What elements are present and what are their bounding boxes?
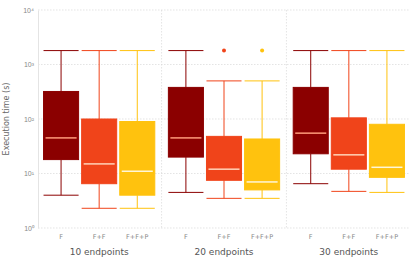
whisker-upper: [99, 51, 100, 119]
y-axis: 10⁰ 10¹ 10² 10³ 10⁴: [23, 7, 38, 232]
median: [170, 137, 201, 139]
median: [333, 154, 364, 156]
tick: 10⁴: [23, 7, 38, 14]
whisker-upper: [348, 51, 349, 118]
group-divider: [286, 10, 287, 228]
median: [295, 132, 326, 134]
median: [247, 181, 278, 183]
whisker-cap-high: [82, 50, 117, 51]
whisker-upper: [137, 51, 138, 122]
whisker-cap-low: [44, 195, 79, 196]
box: [245, 49, 280, 199]
whisker-lower: [224, 180, 225, 198]
whisker-upper: [185, 51, 186, 88]
group-label: 30 endpoints: [319, 247, 378, 257]
grid-line: [38, 64, 410, 65]
box-body: [168, 87, 203, 157]
tick-label: 10³: [24, 61, 35, 68]
outlier: [222, 49, 226, 53]
whisker-cap-high: [331, 50, 366, 51]
median: [208, 168, 239, 170]
whisker-lower: [137, 195, 138, 208]
box-label: F+F+P: [251, 233, 273, 241]
box: [206, 49, 241, 199]
whisker-cap-low: [245, 198, 280, 199]
box: [293, 51, 328, 184]
whisker-upper: [262, 81, 263, 139]
plot-area: [44, 49, 405, 209]
box: [82, 51, 117, 209]
group-divider: [161, 10, 162, 228]
box-label: F+F: [342, 233, 355, 241]
box: [168, 51, 203, 193]
whisker-cap-low: [206, 198, 241, 199]
tick: 10¹: [24, 170, 38, 177]
whisker-cap-high: [44, 50, 79, 51]
axis-line: [38, 11, 39, 229]
whisker-cap-low: [120, 208, 155, 209]
whisker-lower: [61, 160, 62, 196]
box-label: F: [59, 233, 63, 241]
tick-label: 10⁴: [23, 7, 34, 14]
y-axis-title: Execution time (s): [2, 83, 11, 156]
grid: [38, 10, 410, 228]
box-body: [293, 87, 328, 153]
whisker-cap-low: [168, 192, 203, 193]
box-body: [369, 124, 404, 177]
whisker-cap-low: [369, 192, 404, 193]
box: [369, 51, 404, 193]
box: [44, 51, 79, 196]
whisker-cap-high: [168, 50, 203, 51]
median: [122, 170, 153, 172]
tick-label: 10⁰: [24, 225, 35, 232]
grid-line: [38, 228, 410, 229]
whisker-upper: [61, 51, 62, 92]
whisker-upper: [224, 81, 225, 136]
box-body: [82, 119, 117, 184]
group-label: 20 endpoints: [195, 247, 254, 257]
box-body: [331, 118, 366, 169]
box-body: [206, 136, 241, 180]
whisker-cap-high: [369, 50, 404, 51]
box: [120, 51, 155, 209]
box-label: F+F+P: [376, 233, 398, 241]
whisker-cap-low: [293, 183, 328, 184]
box-label: F+F+P: [126, 233, 148, 241]
box-label: F: [309, 233, 313, 241]
box-label: F+F: [218, 233, 231, 241]
box: [331, 51, 366, 192]
whisker-lower: [310, 154, 311, 184]
whisker-cap-high: [293, 50, 328, 51]
median: [371, 167, 402, 169]
whisker-lower: [185, 157, 186, 192]
whisker-lower: [262, 190, 263, 198]
median: [84, 163, 115, 165]
whisker-lower: [99, 184, 100, 209]
tick-label: 10¹: [24, 170, 35, 177]
tick: 10²: [24, 116, 38, 123]
x-axis: F F+F F+F+P 10 endpoints F F+F F+F+P 20 endpoin…: [59, 233, 398, 257]
box-body: [245, 139, 280, 190]
box-body: [44, 91, 79, 159]
box-label: F+F: [93, 233, 106, 241]
whisker-upper: [310, 51, 311, 88]
tick: 10⁰: [24, 225, 38, 232]
median: [46, 137, 77, 139]
grid-line: [38, 10, 410, 11]
whisker-upper: [386, 51, 387, 125]
tick-label: 10²: [24, 116, 35, 123]
whisker-cap-high: [206, 80, 241, 81]
whisker-lower: [348, 169, 349, 191]
whisker-cap-low: [82, 208, 117, 209]
box-body: [120, 121, 155, 195]
chart: 10⁰ 10¹ 10² 10³ 10⁴ Execution time (s) F F+F F+F…: [0, 0, 414, 258]
whisker-cap-low: [331, 191, 366, 192]
outlier: [260, 49, 264, 53]
whisker-cap-high: [120, 50, 155, 51]
tick: 10³: [24, 61, 38, 68]
box-label: F: [184, 233, 188, 241]
group-label: 10 endpoints: [70, 247, 129, 257]
whisker-cap-high: [245, 80, 280, 81]
whisker-lower: [386, 177, 387, 192]
